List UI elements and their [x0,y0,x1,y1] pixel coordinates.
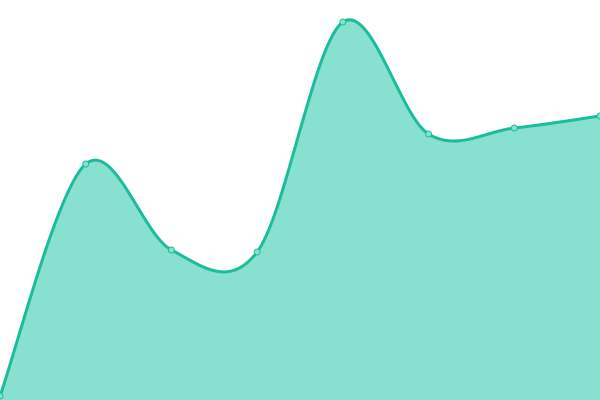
data-point-7 [596,112,600,120]
data-point-4 [339,18,347,26]
data-point-2 [167,246,175,254]
data-point-3 [253,248,261,256]
data-point-0 [0,392,4,400]
data-points [0,18,600,400]
data-point-1 [82,160,90,168]
data-point-5 [425,130,433,138]
area-fill [0,19,600,400]
data-point-6 [510,124,518,132]
